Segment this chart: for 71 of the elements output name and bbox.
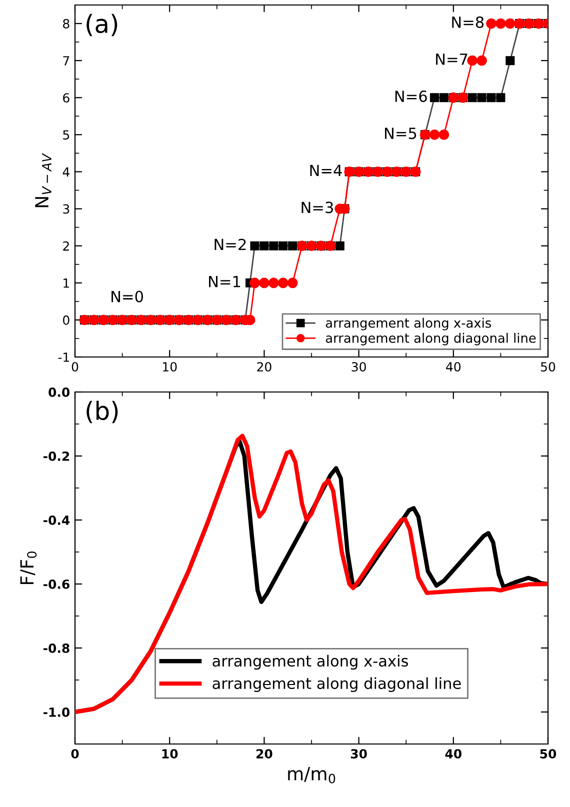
y-axis-title: N$_{V−AV}$ — [35, 153, 52, 208]
legend-label: arrangement along x-axis — [212, 654, 408, 670]
point — [504, 18, 516, 29]
annotation: N=3 — [302, 202, 333, 214]
y-tick-label: 0 — [63, 315, 70, 325]
annotation: N=2 — [214, 238, 246, 250]
point — [486, 18, 496, 29]
x-tick-label: 0 — [71, 749, 79, 759]
x-tick-label: 20 — [256, 749, 272, 759]
y-tick-label: 2 — [63, 241, 69, 251]
point — [468, 93, 477, 102]
point — [429, 129, 440, 140]
y-tick-label: 8 — [63, 19, 70, 28]
annotation: (a) — [86, 14, 118, 36]
x-tick-label: 40 — [445, 749, 462, 759]
y-tick-label: -0.2 — [43, 451, 70, 461]
annotation: N=8 — [452, 16, 484, 28]
x-tick-label: 10 — [163, 362, 177, 372]
point — [506, 56, 515, 66]
annotation: N=6 — [395, 90, 427, 102]
y-tick-label: -1 — [58, 352, 69, 362]
point — [260, 241, 269, 250]
annotation: (b) — [86, 400, 118, 424]
annotation: N=5 — [385, 128, 416, 140]
point — [496, 93, 506, 102]
y-tick-label: 3 — [63, 204, 70, 214]
point — [486, 93, 496, 102]
legend-label: arrangement along diagonal line — [212, 677, 461, 692]
legend-label: arrangement along diagonal line — [326, 332, 536, 346]
point — [288, 241, 298, 250]
annotation: N=7 — [436, 54, 468, 65]
point — [287, 278, 298, 288]
point — [278, 241, 288, 250]
x-tick-label: 50 — [541, 362, 556, 372]
annotation: N=0 — [112, 290, 143, 302]
point — [430, 93, 439, 102]
x-tick-label: 40 — [446, 362, 461, 372]
y-tick-label: 0.0 — [48, 387, 70, 397]
x-tick-label: 50 — [540, 749, 556, 759]
y-axis-title: F/F$_{0}$ — [20, 552, 37, 584]
y-tick-label: -0.8 — [43, 643, 70, 653]
y-tick-label: 4 — [62, 167, 70, 176]
y-tick-label: 7 — [63, 56, 70, 66]
x-tick-label: 20 — [257, 362, 272, 372]
y-tick-label: 1 — [64, 278, 69, 288]
point — [477, 93, 486, 102]
x-tick-label: 0 — [72, 362, 78, 372]
y-tick-label: -1.0 — [43, 707, 70, 717]
point — [268, 278, 279, 288]
point — [278, 278, 288, 288]
x-tick-label: 30 — [350, 749, 367, 759]
x-tick-label: 30 — [352, 362, 366, 372]
point — [269, 241, 278, 250]
point — [438, 129, 450, 140]
point — [476, 55, 487, 66]
point — [467, 55, 478, 66]
point — [335, 241, 344, 250]
y-tick-label: -0.6 — [43, 579, 70, 589]
annotation: N=1 — [209, 276, 240, 288]
point — [495, 18, 506, 29]
point — [250, 241, 260, 250]
legend-label: arrangement along x-axis — [326, 318, 492, 330]
y-tick-label: -0.4 — [43, 515, 70, 525]
point — [250, 278, 260, 288]
annotation: N=4 — [310, 164, 342, 176]
x-axis-title: m/m$_{0}$ — [288, 767, 336, 784]
y-tick-label: 5 — [63, 130, 70, 140]
x-tick-label: 10 — [162, 749, 178, 759]
point — [439, 93, 448, 102]
point — [258, 278, 270, 288]
y-tick-label: 6 — [63, 93, 70, 103]
